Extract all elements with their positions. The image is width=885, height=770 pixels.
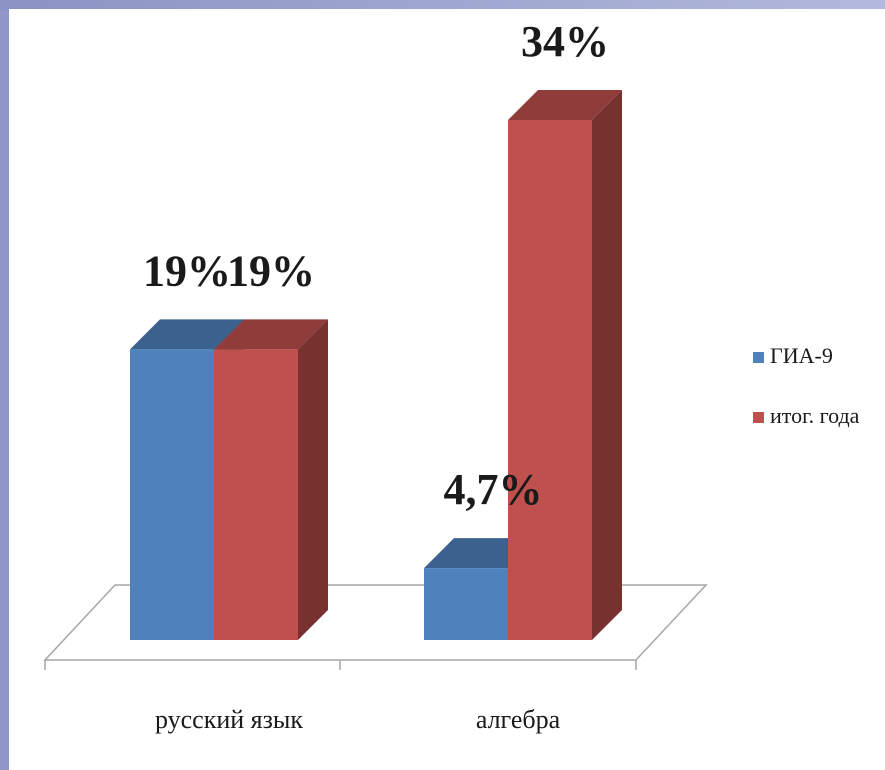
bar bbox=[214, 319, 328, 640]
bar-front-face bbox=[508, 120, 592, 640]
value-label: 19% bbox=[143, 246, 231, 295]
bar-top-face bbox=[130, 319, 244, 350]
bar-front-face bbox=[130, 349, 214, 640]
bar-front-face bbox=[424, 568, 508, 640]
legend-swatch bbox=[753, 412, 764, 423]
bar-side-face bbox=[298, 319, 328, 640]
value-label: 4,7% bbox=[444, 465, 543, 514]
bar-top-face bbox=[214, 319, 328, 350]
legend: ГИА-9 итог. года bbox=[753, 343, 860, 428]
category-label: русский язык bbox=[155, 705, 303, 734]
legend-swatch bbox=[753, 352, 764, 363]
bars-group bbox=[130, 90, 622, 640]
category-labels: русский язык алгебра bbox=[155, 705, 561, 734]
value-label: 19% bbox=[227, 246, 315, 295]
category-label: алгебра bbox=[476, 705, 561, 734]
bar-side-face bbox=[592, 90, 622, 640]
legend-label: итог. года bbox=[770, 403, 860, 428]
value-label: 34% bbox=[521, 17, 609, 66]
legend-label: ГИА-9 bbox=[770, 343, 833, 368]
bar-top-face bbox=[508, 90, 622, 120]
bar bbox=[508, 90, 622, 640]
top-bar bbox=[0, 0, 885, 9]
bar-front-face bbox=[214, 349, 298, 640]
value-labels: 19%19% 4,7% 34% bbox=[143, 17, 609, 514]
